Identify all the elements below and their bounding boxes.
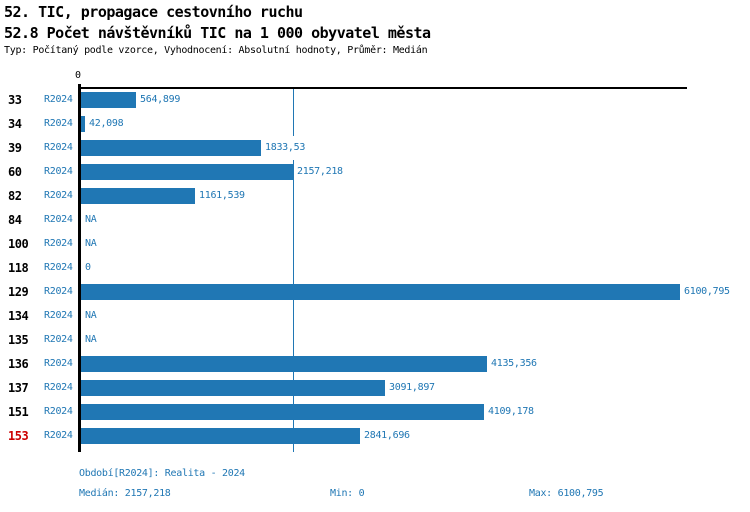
chart-row: 82 R2024 1161,539 xyxy=(0,184,750,208)
value-bar xyxy=(81,92,136,108)
value-bar xyxy=(81,140,261,156)
row-category-label: 39 xyxy=(8,141,22,155)
row-value-label: NA xyxy=(84,328,98,352)
chart-row: 151 R2024 4109,178 xyxy=(0,400,750,424)
row-series-label: R2024 xyxy=(44,118,73,129)
row-value-label: NA xyxy=(84,208,98,232)
page-title: 52. TIC, propagace cestovního ruchu xyxy=(4,3,303,21)
x-axis-line xyxy=(78,87,687,89)
value-bar xyxy=(81,284,680,300)
row-category-label: 100 xyxy=(8,237,29,251)
row-series-label: R2024 xyxy=(44,142,73,153)
value-bar xyxy=(81,188,195,204)
footer-max-label: Max: 6100,795 xyxy=(529,488,604,499)
row-value-label: NA xyxy=(84,304,98,328)
row-value-label: 2841,696 xyxy=(363,424,411,448)
row-category-label: 33 xyxy=(8,93,22,107)
chart-row: 34 R2024 42,098 xyxy=(0,112,750,136)
row-series-label: R2024 xyxy=(44,406,73,417)
row-category-label: 82 xyxy=(8,189,22,203)
value-bar xyxy=(81,428,360,444)
row-value-label: 4109,178 xyxy=(487,400,535,424)
chart-row: 100 R2024 NA xyxy=(0,232,750,256)
row-series-label: R2024 xyxy=(44,262,73,273)
row-category-label: 118 xyxy=(8,261,29,275)
row-category-label: 153 xyxy=(8,429,29,443)
chart-row: 136 R2024 4135,356 xyxy=(0,352,750,376)
row-series-label: R2024 xyxy=(44,94,73,105)
chart-row: 153 R2024 2841,696 xyxy=(0,424,750,448)
value-bar xyxy=(81,116,85,132)
chart-row: 135 R2024 NA xyxy=(0,328,750,352)
row-series-label: R2024 xyxy=(44,238,73,249)
chart-row: 33 R2024 564,899 xyxy=(0,88,750,112)
row-value-label: 42,098 xyxy=(88,112,125,136)
chart-row: 39 R2024 1833,53 xyxy=(0,136,750,160)
row-series-label: R2024 xyxy=(44,166,73,177)
row-value-label: 564,899 xyxy=(139,88,182,112)
row-value-label: 1833,53 xyxy=(264,136,307,160)
value-bar xyxy=(81,164,293,180)
chart-rows: 33 R2024 564,899 34 R2024 42,098 39 R2024 1833,5… xyxy=(0,88,750,448)
row-series-label: R2024 xyxy=(44,286,73,297)
row-series-label: R2024 xyxy=(44,382,73,393)
row-series-label: R2024 xyxy=(44,430,73,441)
row-category-label: 34 xyxy=(8,117,22,131)
value-bar xyxy=(81,404,484,420)
footer-min-label: Min: 0 xyxy=(330,488,365,499)
chart-row: 118 R2024 0 xyxy=(0,256,750,280)
chart-row: 137 R2024 3091,897 xyxy=(0,376,750,400)
y-axis-line xyxy=(78,84,81,452)
footer-period-label: Období[R2024]: Realita - 2024 xyxy=(79,468,245,479)
row-value-label: 1161,539 xyxy=(198,184,246,208)
row-category-label: 60 xyxy=(8,165,22,179)
row-category-label: 129 xyxy=(8,285,29,299)
chart-subtitle: Typ: Počítaný podle vzorce, Vyhodnocení:… xyxy=(4,45,428,56)
row-series-label: R2024 xyxy=(44,310,73,321)
chart-row: 84 R2024 NA xyxy=(0,208,750,232)
median-reference-line xyxy=(293,88,294,452)
row-value-label: 6100,795 xyxy=(683,280,731,304)
row-category-label: 151 xyxy=(8,405,29,419)
x-axis-zero-tick-label: 0 xyxy=(75,70,82,81)
row-value-label: 3091,897 xyxy=(388,376,436,400)
chart-row: 129 R2024 6100,795 xyxy=(0,280,750,304)
row-value-label: NA xyxy=(84,232,98,256)
row-category-label: 135 xyxy=(8,333,29,347)
footer-median-label: Medián: 2157,218 xyxy=(79,488,171,499)
row-series-label: R2024 xyxy=(44,358,73,369)
row-category-label: 134 xyxy=(8,309,29,323)
row-category-label: 84 xyxy=(8,213,22,227)
row-series-label: R2024 xyxy=(44,190,73,201)
indicator-title: 52.8 Počet návštěvníků TIC na 1 000 obyv… xyxy=(4,24,431,42)
chart-row: 134 R2024 NA xyxy=(0,304,750,328)
row-value-label: 4135,356 xyxy=(490,352,538,376)
chart-row: 60 R2024 2157,218 xyxy=(0,160,750,184)
value-bar xyxy=(81,356,487,372)
row-value-label: 0 xyxy=(84,256,92,280)
row-category-label: 137 xyxy=(8,381,29,395)
row-value-label: 2157,218 xyxy=(296,160,344,184)
value-bar xyxy=(81,380,385,396)
row-category-label: 136 xyxy=(8,357,29,371)
row-series-label: R2024 xyxy=(44,334,73,345)
row-series-label: R2024 xyxy=(44,214,73,225)
